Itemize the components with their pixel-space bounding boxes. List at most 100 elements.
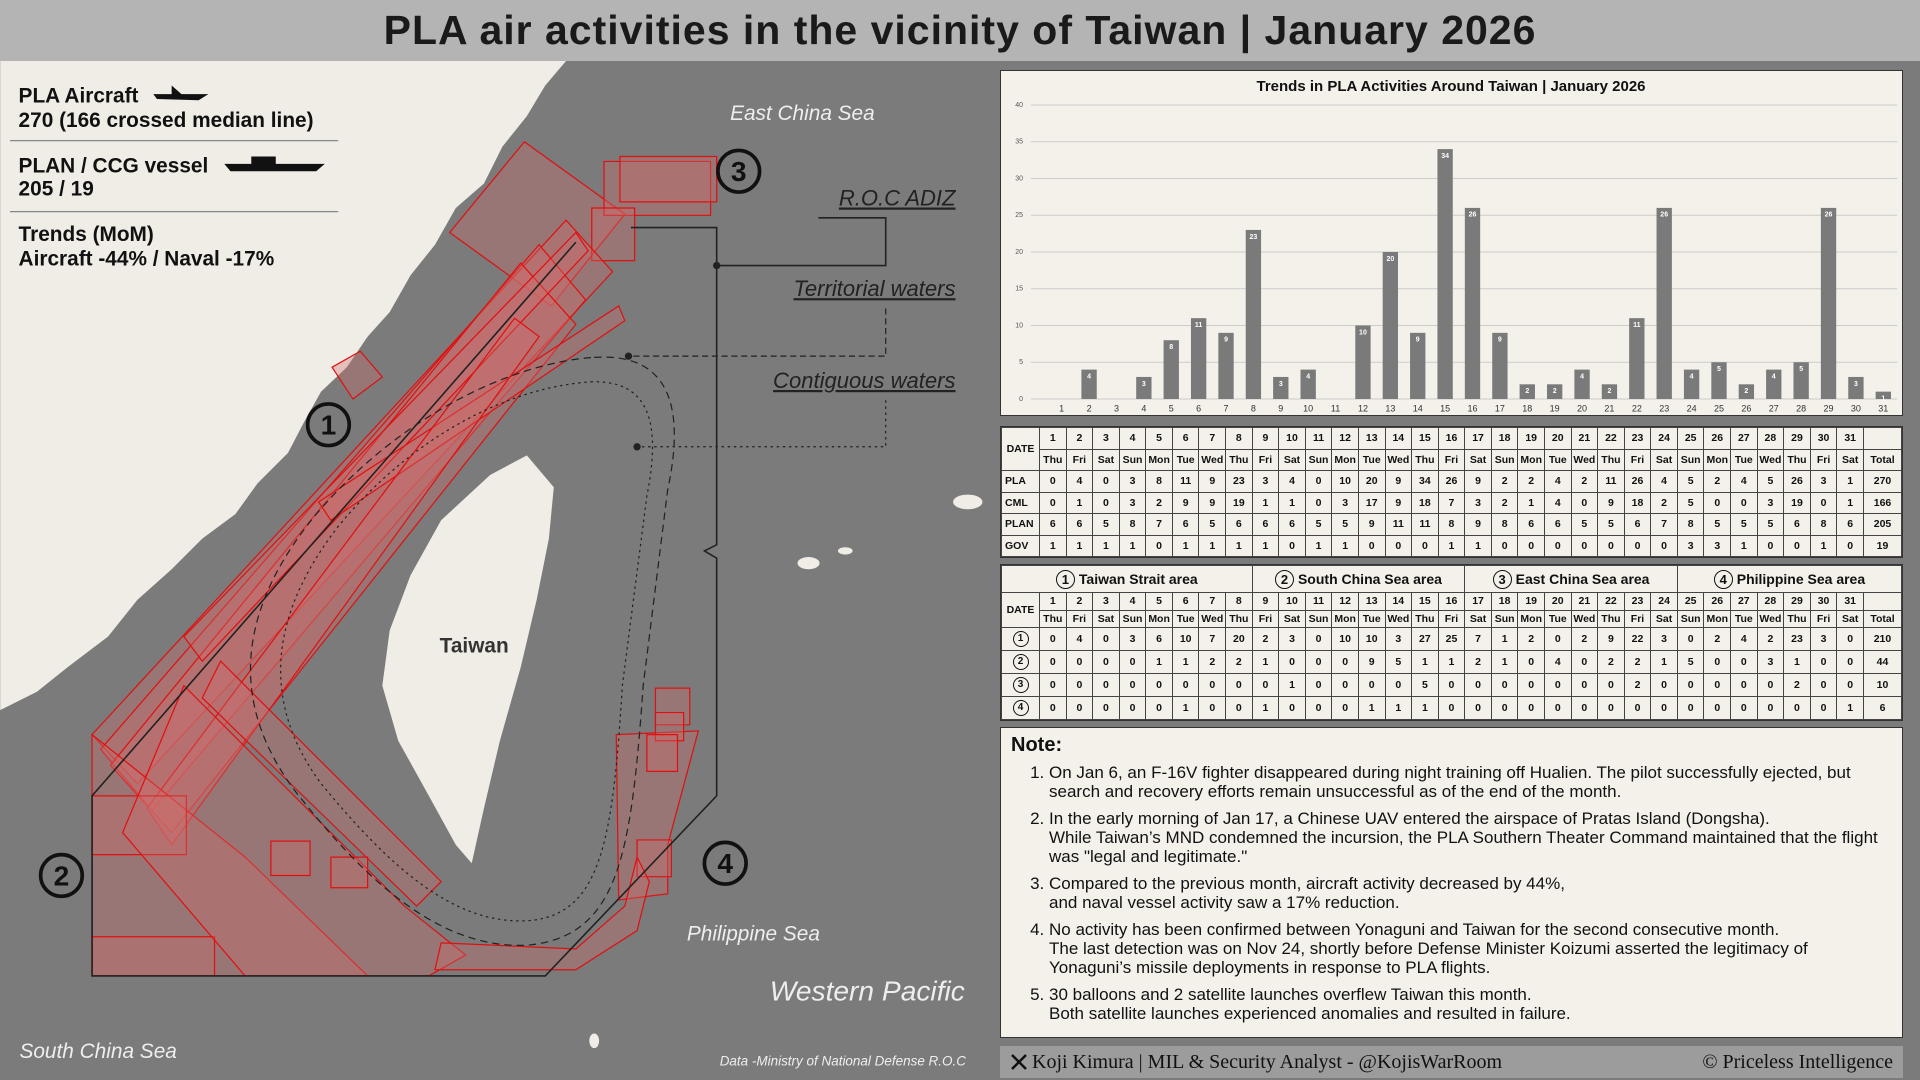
x-tick-label: 1 <box>1059 403 1064 413</box>
table-cell: Wed <box>1384 448 1413 471</box>
x-tick-label: 22 <box>1632 403 1642 413</box>
table-cell: 34 <box>1411 470 1439 493</box>
x-tick-label: 6 <box>1196 403 1201 413</box>
x-tick-label: 31 <box>1878 403 1888 413</box>
table-cell: 10 <box>1278 427 1306 450</box>
table-cell: Thu <box>1597 609 1625 629</box>
table-cell: 210 <box>1862 627 1903 652</box>
table-cell: 23 <box>1623 427 1652 450</box>
table-row: PLA 0 4 0 3 8 11 9 23 3 4 0 10 20 9 34 26 9 2 2 4 2 11 26 4 5 2 4 5 2… <box>1001 470 1902 493</box>
table-cell: 18 <box>1411 491 1439 514</box>
table-cell: 4 <box>1118 427 1147 450</box>
table-cell: Sun <box>1676 448 1705 471</box>
bar <box>1245 229 1262 399</box>
table-cell: Tue <box>1357 609 1386 629</box>
table-cell: 0 <box>1384 534 1413 557</box>
table-cell: 0 <box>1304 673 1333 697</box>
table-cell: 2 <box>1623 673 1652 697</box>
value-label: 11 <box>1633 322 1641 329</box>
table-cell: Mon <box>1145 448 1173 471</box>
table-cell: Fri <box>1065 448 1094 471</box>
table-cell: 0 <box>1304 627 1333 652</box>
value-label: 4 <box>1087 373 1091 380</box>
table-cell: 20 <box>1543 592 1572 611</box>
table-cell: 9 <box>1464 470 1492 493</box>
table-cell: 1 <box>1490 650 1519 675</box>
table-cell: 6 <box>1862 695 1903 721</box>
island <box>589 1033 600 1049</box>
table-cell: Tue <box>1171 448 1200 471</box>
table-cell: 19 <box>1225 491 1253 514</box>
table-cell: 8 <box>1490 513 1519 536</box>
table-cell: 7 <box>1198 627 1227 652</box>
table-cell: 3 <box>1001 673 1040 697</box>
table-cell: 5 <box>1676 650 1705 675</box>
table-cell: Sun <box>1304 448 1333 471</box>
table-cell: 0 <box>1464 695 1492 721</box>
leader-line <box>716 216 887 267</box>
table-cell: 1 <box>1437 534 1466 557</box>
table-cell: 2 <box>1490 491 1519 514</box>
table-cell: 19 <box>1863 534 1902 557</box>
table-cell: 0 <box>1650 673 1678 697</box>
table-cell: 0 <box>1730 695 1758 721</box>
table-cell: 4 <box>1543 491 1572 514</box>
table-cell: 0 <box>1304 491 1333 514</box>
value-label: 4 <box>1580 373 1584 380</box>
table-cell: 0 <box>1517 534 1545 557</box>
y-tick-label: 15 <box>1015 286 1023 293</box>
table-cell: Tue <box>1357 448 1386 471</box>
value-label: 2 <box>1525 388 1529 395</box>
legend-label: Contiguous waters <box>773 368 955 393</box>
table-cell: 0 <box>1198 695 1227 721</box>
y-tick-label: 10 <box>1015 322 1023 329</box>
x-tick-label: 29 <box>1824 403 1834 413</box>
table-cell: 24 <box>1650 427 1678 450</box>
note-line: No activity has been confirmed between Y… <box>1049 920 1780 939</box>
table-cell: 1 <box>1092 534 1120 557</box>
table-cell: 11 <box>1304 592 1333 611</box>
table-cell: 2 <box>1464 650 1492 675</box>
table-cell: 0 <box>1570 695 1599 721</box>
table-cell: 0 <box>1092 470 1120 493</box>
note-item: 30 balloons and 2 satellite launches ove… <box>1049 985 1892 1023</box>
table-cell: 4 <box>1730 470 1758 493</box>
bar <box>1190 318 1207 399</box>
table-cell: 2 <box>1703 627 1732 652</box>
table-cell: 2 <box>1517 470 1545 493</box>
bar <box>1382 252 1399 399</box>
x-tick-label: 14 <box>1413 403 1423 413</box>
table-cell: 11 <box>1597 470 1625 493</box>
table-cell: 4 <box>1650 470 1678 493</box>
table-cell: 21 <box>1570 427 1599 450</box>
table-cell: 3 East China Sea area <box>1464 564 1678 594</box>
value-label: 26 <box>1660 212 1668 219</box>
value-label: 5 <box>1717 366 1721 373</box>
table-cell: 1 <box>1171 650 1200 675</box>
area-marker: 1 <box>1012 631 1029 648</box>
map: R.O.C ADIZ Territorial waters Contiguous… <box>0 61 990 1080</box>
table-cell: 15 <box>1411 592 1439 611</box>
bar <box>1519 384 1535 399</box>
table-cell: 0 <box>1039 470 1067 493</box>
x-tick-label: 30 <box>1851 403 1861 413</box>
table-cell: 7 <box>1437 491 1466 514</box>
notes-title: Note: <box>1011 734 1063 756</box>
value-label: 34 <box>1441 153 1449 160</box>
table-cell: Fri <box>1065 609 1094 629</box>
area-marker: 2 <box>1012 654 1029 671</box>
table-cell: 0 <box>1570 673 1599 697</box>
summary-label: PLAN / CCG vessel <box>19 154 209 177</box>
table-cell: 3 <box>1092 592 1120 611</box>
table-cell <box>1862 592 1903 611</box>
table-cell: 19 <box>1517 592 1545 611</box>
table-cell: 1 <box>1490 627 1519 652</box>
table-cell: Total <box>1862 609 1903 629</box>
x-tick-label: 4 <box>1141 403 1146 413</box>
table-cell: 5 <box>1756 470 1785 493</box>
table-cell: 29 <box>1783 427 1811 450</box>
table-row: CML 0 1 0 3 2 9 9 19 1 1 0 3 17 9 18 7 3 2 1 4 0 9 18 2 5 0 0 3 19 0 1 1… <box>1001 491 1902 514</box>
activity-zone <box>317 305 626 522</box>
table-cell: Sat <box>1464 448 1492 471</box>
table-cell: 2 <box>1065 592 1094 611</box>
